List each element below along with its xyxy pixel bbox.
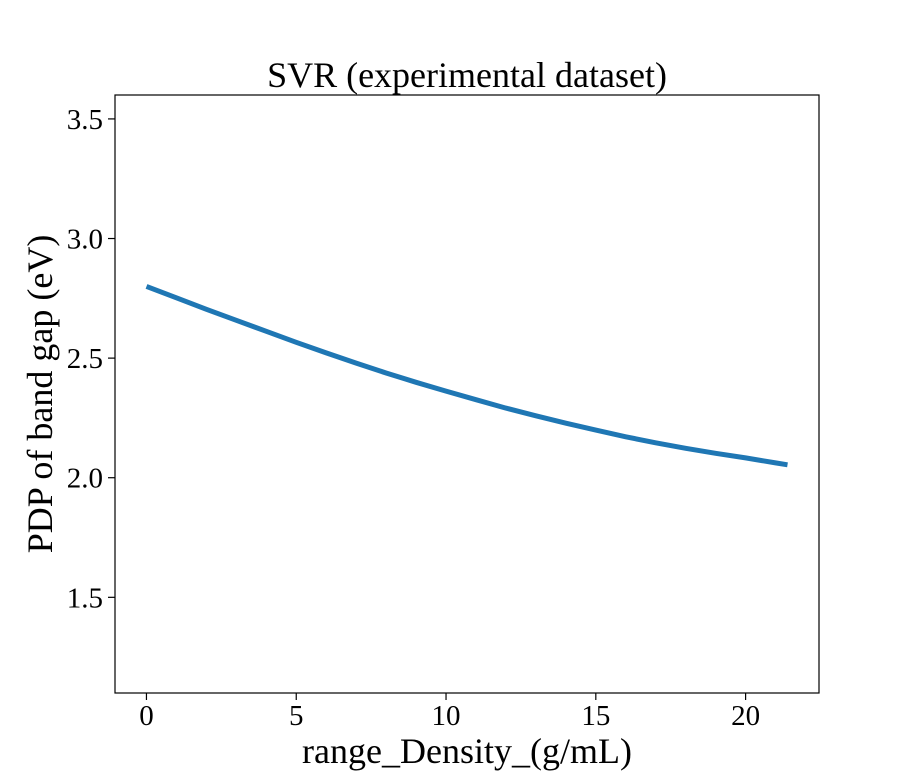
x-tick-label: 0 [139, 700, 154, 732]
y-tick-label: 1.5 [67, 582, 103, 614]
y-tick-label: 3.5 [67, 104, 103, 136]
series-layer [145, 284, 788, 468]
chart-title: SVR (experimental dataset) [267, 55, 667, 95]
y-tick-label: 2.0 [67, 463, 103, 495]
x-axis-label: range_Density_(g/mL) [302, 731, 632, 771]
y-axis: 1.5 2.0 2.5 3.0 3.5 [67, 104, 115, 614]
y-tick-label: 3.0 [67, 224, 103, 256]
x-tick-label: 5 [289, 700, 304, 732]
series-line [145, 284, 788, 468]
y-tick-label: 2.5 [67, 343, 103, 375]
x-tick-label: 10 [432, 700, 461, 732]
plot-area-frame [114, 94, 820, 694]
x-axis: 0 5 10 15 20 [139, 693, 760, 732]
x-tick-label: 20 [731, 700, 760, 732]
y-axis-label: PDP of band gap (eV) [20, 235, 60, 554]
x-tick-label: 15 [581, 700, 610, 732]
